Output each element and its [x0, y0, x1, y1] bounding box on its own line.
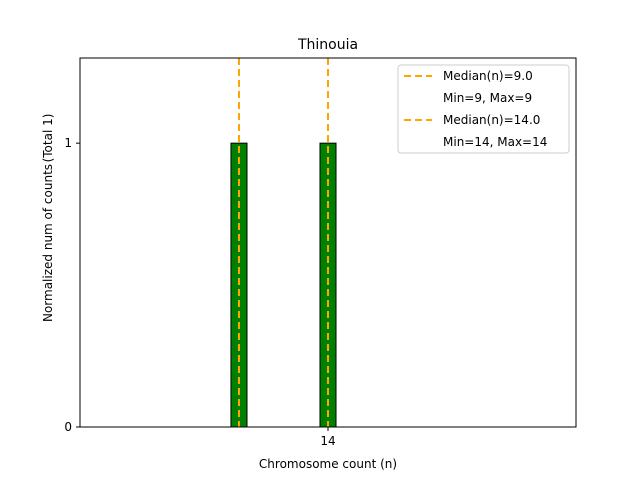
legend-sublabel: Min=14, Max=14 — [443, 135, 547, 149]
legend-box — [397, 64, 570, 154]
x-tick-label: 14 — [320, 434, 335, 448]
y-tick-label: 1 — [64, 136, 72, 150]
y-tick-label: 0 — [64, 420, 72, 434]
x-axis-label: Chromosome count (n) — [259, 457, 397, 471]
y-axis-total-note: (Total 1) — [41, 114, 55, 163]
chart-title: Thinouia — [297, 37, 358, 53]
legend-label: Median(n)=14.0 — [443, 113, 540, 127]
legend-label: Median(n)=9.0 — [443, 69, 533, 83]
legend: Median(n)=9.0 Min=9, Max=9 Median(n)=14.0 M… — [397, 64, 570, 154]
y-axis-label: Normalized num of counts — [41, 164, 55, 322]
legend-sublabel: Min=9, Max=9 — [443, 91, 532, 105]
